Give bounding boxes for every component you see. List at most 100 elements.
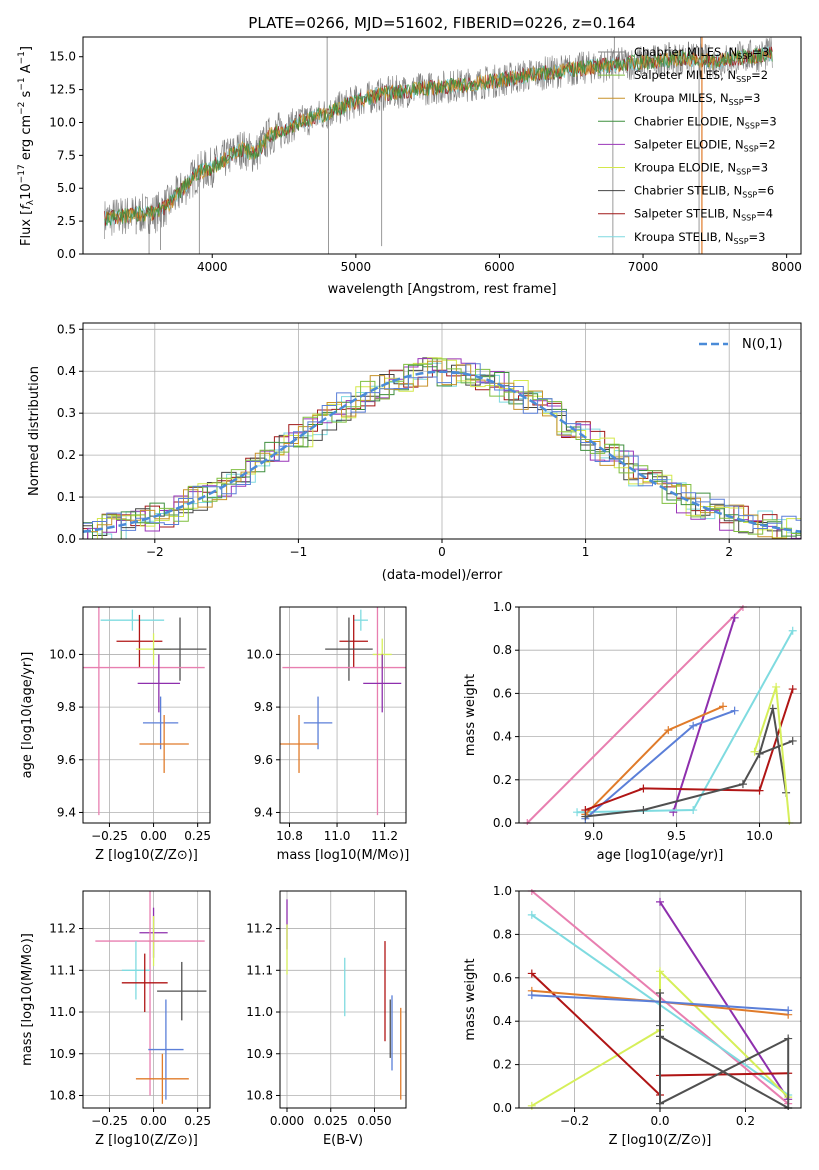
weight-point-marker (730, 706, 739, 715)
weight-point-marker (656, 1032, 664, 1041)
axes-mass_vs_EBV: 0.000 0.025 0.050 10.8 10.9 11.0 11.1 11.2 E(B-V… (246, 890, 407, 1148)
weight-point-marker (664, 726, 673, 735)
legend-label: Kroupa STELIB, NSSP=3 (634, 230, 765, 246)
spectrum-model-line (104, 46, 773, 226)
legend-label: Chabrier STELIB, NSSP=6 (634, 184, 774, 200)
y-tick-label: 15.0 (49, 50, 76, 64)
legend-label-value: =3 (752, 45, 769, 59)
y-tick-label: 9.4 (254, 805, 273, 819)
legend-label-value: =2 (751, 68, 768, 82)
legend-label: Chabrier ELODIE, NSSP=3 (634, 114, 777, 130)
x-axis-label: mass [log10(M/M⊙)] (277, 848, 410, 863)
weight-point-marker (527, 910, 536, 919)
x-axis-label: Z [log10(Z/Z⊙)] (609, 1133, 712, 1148)
x-tick-label: −0.2 (560, 1114, 589, 1128)
y-tick-label: 11.0 (49, 1005, 76, 1019)
weight-series-line (526, 606, 744, 824)
y-tick-label: 0.0 (57, 247, 76, 261)
legend-label-text: Chabrier STELIB, N (634, 184, 742, 198)
weight-point-marker (573, 808, 582, 817)
y-tick-label: 11.2 (246, 922, 273, 936)
axes-frame (82, 36, 802, 255)
x-tick-label: −0.25 (91, 1114, 128, 1128)
y-tick-label: 0.8 (493, 643, 512, 657)
legend-label-value: =6 (757, 184, 774, 198)
y-tick-label: 9.8 (254, 700, 273, 714)
weight-series-line (659, 1025, 790, 1108)
weight-point-marker (730, 613, 739, 622)
legend-label-value: =3 (760, 114, 777, 128)
y-tick-label: 0.6 (493, 971, 512, 985)
weight-point-marker (527, 969, 536, 978)
y-tick-label: 12.5 (49, 83, 76, 97)
legend-label-sub: SSP (741, 214, 756, 223)
weight-point-marker (772, 682, 781, 691)
error-bars (280, 607, 406, 816)
y-tick-label: 9.6 (254, 753, 273, 767)
y-tick-label: 0.2 (493, 773, 512, 787)
weight-point-marker (689, 721, 698, 730)
legend-label-sub: SSP (744, 144, 759, 153)
legend-label-value: =3 (749, 230, 766, 244)
error-bars (286, 899, 402, 1100)
residual-steps (83, 357, 801, 539)
y-tick-label: 10.8 (49, 1088, 76, 1102)
y-tick-label: 10.0 (49, 115, 76, 129)
x-tick-label: 0.2 (736, 1114, 755, 1128)
weight-point-marker (768, 704, 777, 713)
x-tick-label: 9.0 (584, 829, 603, 843)
axes-frame (279, 606, 407, 824)
y-tick-label: 0.0 (57, 532, 76, 546)
y-tick-label: 1.0 (493, 600, 512, 614)
legend-label-text: Kroupa MILES, N (634, 91, 729, 105)
weight-point-marker (656, 1099, 664, 1108)
residual-step-line (83, 369, 801, 539)
weight-point-marker (788, 626, 797, 635)
legend-label: Salpeter STELIB, NSSP=4 (634, 207, 773, 223)
x-tick-label: 0 (438, 545, 446, 559)
x-tick-label: −2 (146, 545, 164, 559)
chart-title: PLATE=0266, MJD=51602, FIBERID=0226, z=0… (248, 14, 635, 32)
y-tick-label: 0.2 (493, 1058, 512, 1072)
spectrum-lines (104, 37, 773, 254)
axes-residuals: −2 −1 0 1 2 0.0 0.1 0.2 0.3 0.4 0.5 (data-model)/er… (27, 322, 802, 583)
y-tick-label: 0.0 (493, 816, 512, 830)
residual-step-line (83, 358, 801, 539)
normal-curve (83, 370, 801, 533)
x-axis-label: Z [log10(Z/Z⊙)] (95, 1133, 198, 1148)
y-tick-label: 0.2 (57, 448, 76, 462)
weight-point-marker (656, 967, 664, 976)
legend-label: Salpeter MILES, NSSP=2 (634, 68, 768, 84)
x-axis-label: Z [log10(Z/Z⊙)] (95, 848, 198, 863)
y-axis-label: mass [log10(M/M⊙)] (20, 933, 35, 1066)
legend-label-text: Kroupa STELIB, N (634, 230, 734, 244)
y-tick-label: 11.1 (49, 963, 76, 977)
y-tick-label: 9.4 (57, 805, 76, 819)
x-tick-label: 0.25 (184, 829, 211, 843)
axes-frame (82, 890, 211, 1109)
weight-series-line (659, 901, 790, 1100)
y-tick-label: 0.8 (493, 927, 512, 941)
y-tick-label: 11.1 (246, 963, 273, 977)
y-tick-label: 10.9 (49, 1047, 76, 1061)
y-tick-label: 1.0 (493, 884, 512, 898)
axes-spectrum: PLATE=0266, MJD=51602, FIBERID=0226, z=0… (17, 14, 802, 297)
legend-label-text: Salpeter MILES, N (634, 68, 736, 82)
weight-point-marker (750, 747, 759, 756)
legend-label-value: =2 (759, 137, 776, 151)
axes-frame (82, 606, 211, 824)
y-tick-label: 10.0 (246, 647, 273, 661)
x-tick-label: 0.050 (357, 1114, 391, 1128)
x-tick-label: −1 (290, 545, 308, 559)
y-tick-label: 0.6 (493, 686, 512, 700)
x-tick-label: 0.025 (314, 1114, 348, 1128)
weight-point-marker (656, 897, 664, 906)
legend-label-text: Chabrier ELODIE, N (634, 114, 745, 128)
axes-age_vs_Z: −0.25 0.00 0.25 9.4 9.6 9.8 10.0 Z [log10(Z/Z⊙)… (20, 606, 211, 863)
x-tick-label: 4000 (197, 260, 228, 274)
x-tick-label: 9.5 (667, 829, 686, 843)
x-tick-label: 8000 (771, 260, 802, 274)
error-bars (95, 891, 207, 1104)
legend-label-sub: SSP (736, 75, 751, 84)
